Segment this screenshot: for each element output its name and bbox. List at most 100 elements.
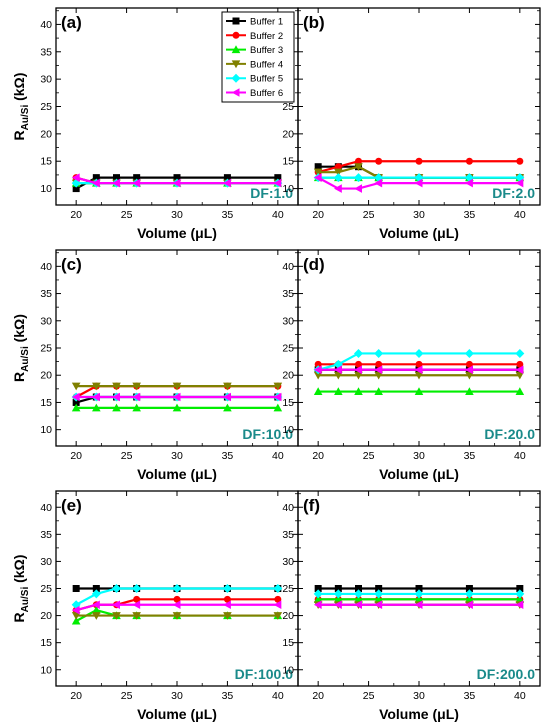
data-point bbox=[464, 348, 474, 358]
data-point bbox=[71, 173, 80, 182]
data-point bbox=[374, 348, 384, 358]
data-point bbox=[374, 371, 383, 380]
data-point bbox=[273, 178, 282, 188]
data-point bbox=[334, 168, 343, 177]
y-tick-label: 25 bbox=[40, 583, 52, 595]
df-annotation: DF:2.0 bbox=[492, 185, 535, 201]
y-tick-label: 40 bbox=[40, 19, 52, 31]
x-tick-label: 35 bbox=[222, 690, 234, 702]
data-point bbox=[223, 600, 231, 610]
data-point bbox=[355, 157, 362, 165]
data-point bbox=[465, 600, 473, 610]
x-axis-title: Volume (μL) bbox=[137, 466, 217, 482]
data-point bbox=[172, 600, 181, 610]
data-point bbox=[375, 157, 383, 165]
data-point bbox=[132, 584, 142, 593]
legend-entry: Buffer 3 bbox=[250, 45, 283, 56]
panel-label: (d) bbox=[303, 255, 325, 274]
data-point bbox=[465, 371, 474, 380]
data-point bbox=[375, 360, 383, 368]
data-point bbox=[354, 184, 362, 193]
y-axis-title: RAu/Si (kΩ) bbox=[11, 73, 31, 141]
y-tick-label: 30 bbox=[282, 315, 294, 327]
y-tick-label: 10 bbox=[40, 424, 52, 436]
x-tick-label: 20 bbox=[70, 690, 82, 702]
data-point bbox=[465, 178, 473, 188]
data-point bbox=[113, 174, 120, 182]
x-tick-label: 40 bbox=[272, 450, 284, 462]
data-point bbox=[414, 600, 423, 610]
data-point bbox=[464, 589, 474, 599]
data-point bbox=[415, 360, 423, 368]
data-point bbox=[334, 184, 342, 193]
x-tick-label: 25 bbox=[121, 209, 133, 221]
data-point bbox=[273, 392, 282, 402]
data-point bbox=[354, 371, 363, 380]
data-point bbox=[71, 382, 81, 391]
x-tick-label: 30 bbox=[413, 690, 425, 702]
legend-entry: Buffer 1 bbox=[250, 17, 283, 28]
data-point bbox=[414, 595, 424, 603]
y-tick-label: 15 bbox=[40, 637, 52, 649]
data-point bbox=[92, 382, 101, 391]
y-tick-label: 30 bbox=[282, 556, 294, 568]
x-tick-label: 25 bbox=[363, 690, 375, 702]
data-point bbox=[173, 595, 181, 603]
data-point bbox=[516, 157, 524, 165]
data-point bbox=[223, 595, 231, 603]
data-point bbox=[112, 403, 121, 412]
data-point bbox=[132, 612, 141, 620]
y-tick-label: 10 bbox=[40, 664, 52, 676]
data-point bbox=[72, 585, 80, 592]
data-point bbox=[273, 612, 283, 620]
data-point bbox=[91, 589, 101, 599]
x-tick-label: 35 bbox=[464, 450, 476, 462]
data-point bbox=[92, 174, 100, 182]
data-point bbox=[334, 595, 343, 603]
y-tick-label: 35 bbox=[40, 529, 52, 541]
data-point bbox=[375, 585, 383, 592]
chart-panel-6: 10 15 20 25 30 35 40 20 25 30 35 40 Volume (μL) (f) DF… bbox=[282, 490, 541, 722]
panel-label: (a) bbox=[61, 13, 82, 32]
data-point bbox=[374, 589, 384, 599]
y-tick-label: 25 bbox=[282, 343, 294, 355]
y-tick-label: 15 bbox=[40, 156, 52, 168]
panel-label: (c) bbox=[61, 255, 82, 274]
y-tick-label: 30 bbox=[40, 315, 52, 327]
data-point bbox=[223, 612, 232, 620]
y-tick-label: 35 bbox=[40, 46, 52, 58]
data-point bbox=[274, 174, 282, 182]
data-point bbox=[374, 600, 383, 610]
data-point bbox=[515, 371, 525, 380]
data-point bbox=[313, 589, 323, 599]
y-tick-label: 25 bbox=[40, 101, 52, 113]
y-tick-label: 40 bbox=[282, 502, 294, 514]
data-point bbox=[223, 403, 232, 412]
data-point bbox=[313, 365, 322, 375]
chart-panel-4: 10 15 20 25 30 35 40 20 25 30 35 40 Volume (μL) (d) DF… bbox=[282, 249, 541, 482]
df-annotation: DF:20.0 bbox=[484, 426, 535, 442]
data-point bbox=[71, 392, 80, 402]
y-tick-label: 20 bbox=[282, 610, 294, 622]
legend-entry: Buffer 4 bbox=[250, 59, 283, 70]
data-point bbox=[515, 589, 525, 599]
data-point bbox=[333, 589, 343, 599]
data-point bbox=[173, 174, 181, 182]
legend-entry: Buffer 2 bbox=[250, 31, 283, 42]
data-point bbox=[354, 387, 363, 396]
data-point bbox=[516, 585, 524, 592]
x-tick-label: 40 bbox=[514, 209, 526, 221]
y-tick-label: 20 bbox=[282, 370, 294, 382]
data-point bbox=[314, 360, 322, 368]
data-point bbox=[374, 365, 383, 375]
data-point bbox=[223, 174, 231, 182]
data-point bbox=[354, 595, 363, 603]
data-point bbox=[313, 168, 323, 177]
x-axis-title: Volume (μL) bbox=[379, 466, 459, 482]
data-point bbox=[313, 600, 322, 610]
data-point bbox=[354, 163, 363, 171]
panel-label: (e) bbox=[61, 496, 82, 515]
data-point bbox=[132, 403, 141, 412]
data-point bbox=[273, 584, 283, 593]
